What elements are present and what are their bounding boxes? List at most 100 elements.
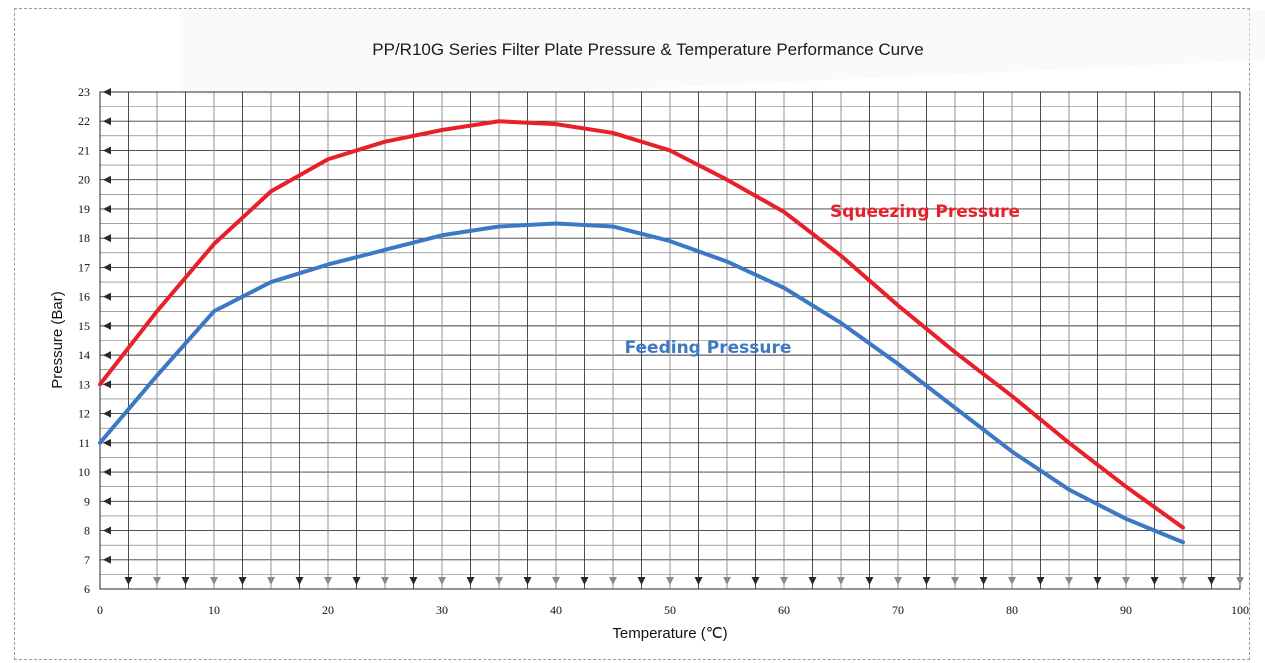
y-arrow-marker: [103, 234, 111, 243]
y-arrow-marker: [103, 117, 111, 126]
y-tick-label: 21: [78, 143, 90, 157]
x-arrow-marker: [409, 577, 418, 585]
x-arrow-marker: [324, 577, 332, 585]
x-tick-label: 30: [436, 603, 448, 617]
x-arrow-marker: [808, 577, 817, 585]
y-tick-label: 20: [78, 173, 90, 187]
x-tick-label: 60: [778, 603, 790, 617]
x-arrow-marker: [124, 577, 133, 585]
x-tick-label: 70: [892, 603, 904, 617]
y-tick-label: 9: [84, 494, 90, 508]
x-arrow-marker: [780, 577, 788, 585]
x-arrow-marker: [837, 577, 845, 585]
y-tick-label: 15: [78, 319, 90, 333]
feeding-pressure-label: Feeding Pressure: [625, 338, 792, 358]
x-axis-title: Temperature (℃): [612, 625, 727, 642]
y-tick-label: 12: [78, 407, 90, 421]
series-lines: [98, 119, 1185, 545]
y-arrow-marker: [103, 409, 111, 418]
y-tick-label: 6: [84, 582, 90, 596]
tick-labels: 6 7 8 9 10 11 12 13 14 15 16 17 18 19 20 21 22 23 0 10 20 30 4…: [78, 85, 1249, 617]
x-arrow-marker: [580, 577, 589, 585]
y-tick-label: 8: [84, 524, 90, 538]
y-tick-label: 22: [78, 114, 90, 128]
y-arrow-marker: [103, 555, 111, 564]
background-decoration: [180, 10, 1265, 95]
x-arrow-marker: [1179, 577, 1187, 585]
y-tick-label: 23: [78, 85, 90, 99]
squeezing-pressure-label: Squeezing Pressure: [830, 202, 1020, 222]
y-tick-label: 13: [78, 377, 90, 391]
x-arrow-marker: [381, 577, 389, 585]
y-arrow-marker: [103, 204, 111, 213]
x-arrow-marker: [922, 577, 931, 585]
grid-arrow-markers: [103, 88, 1244, 585]
x-tick-label: 20: [322, 603, 334, 617]
x-arrow-marker: [1207, 577, 1216, 585]
x-tick-label: 90: [1120, 603, 1132, 617]
x-arrow-marker: [751, 577, 760, 585]
grid: [99, 91, 1241, 590]
x-arrow-marker: [951, 577, 959, 585]
chart-title: PP/R10G Series Filter Plate Pressure & T…: [372, 40, 923, 59]
x-arrow-marker: [495, 577, 503, 585]
y-tick-label: 18: [78, 231, 90, 245]
squeezing-pressure-line: [98, 119, 1185, 530]
x-arrow-marker: [181, 577, 190, 585]
y-tick-label: 16: [78, 290, 90, 304]
y-tick-label: 19: [78, 202, 90, 216]
x-tick-label: 40: [550, 603, 562, 617]
x-arrow-marker: [694, 577, 703, 585]
y-tick-label: 14: [78, 348, 90, 362]
x-tick-label: 100: [1231, 603, 1249, 617]
x-arrow-marker: [295, 577, 304, 585]
x-arrow-marker: [523, 577, 532, 585]
x-arrow-marker: [267, 577, 275, 585]
x-arrow-marker: [666, 577, 674, 585]
x-tick-label: 50: [664, 603, 676, 617]
x-arrow-marker: [466, 577, 475, 585]
x-arrow-marker: [352, 577, 361, 585]
y-arrow-marker: [103, 146, 111, 155]
figure-frame: [14, 8, 1250, 660]
y-tick-label: 7: [84, 553, 90, 567]
x-arrow-marker: [153, 577, 161, 585]
x-arrow-marker: [1093, 577, 1102, 585]
y-arrow-marker: [103, 321, 111, 330]
y-arrow-marker: [103, 292, 111, 301]
x-arrow-marker: [609, 577, 617, 585]
y-arrow-marker: [103, 263, 111, 272]
plot-border: [99, 91, 1241, 590]
x-arrow-marker: [1236, 577, 1244, 585]
x-arrow-marker: [438, 577, 446, 585]
x-arrow-marker: [637, 577, 646, 585]
y-tick-label: 11: [78, 436, 90, 450]
x-arrow-marker: [894, 577, 902, 585]
x-arrow-marker: [1065, 577, 1073, 585]
x-arrow-marker: [1008, 577, 1016, 585]
y-arrow-marker: [103, 438, 111, 447]
y-tick-label: 10: [78, 465, 90, 479]
x-arrow-marker: [552, 577, 560, 585]
x-arrow-marker: [865, 577, 874, 585]
y-arrow-marker: [103, 88, 111, 96]
y-arrow-marker: [103, 468, 111, 477]
y-arrow-marker: [103, 526, 111, 535]
x-arrow-marker: [1122, 577, 1130, 585]
x-tick-label: 0: [97, 603, 103, 617]
x-arrow-marker: [238, 577, 247, 585]
feeding-pressure-line: [98, 221, 1185, 545]
x-arrow-marker: [1036, 577, 1045, 585]
x-arrow-marker: [723, 577, 731, 585]
y-arrow-marker: [103, 175, 111, 184]
y-arrow-marker: [103, 380, 111, 389]
y-tick-label: 17: [78, 260, 90, 274]
y-axis-title: Pressure (Bar): [49, 291, 66, 389]
x-arrow-marker: [210, 577, 218, 585]
y-arrow-marker: [103, 497, 111, 506]
x-arrow-marker: [979, 577, 988, 585]
y-arrow-marker: [103, 351, 111, 360]
x-tick-label: 80: [1006, 603, 1018, 617]
x-tick-label: 10: [208, 603, 220, 617]
